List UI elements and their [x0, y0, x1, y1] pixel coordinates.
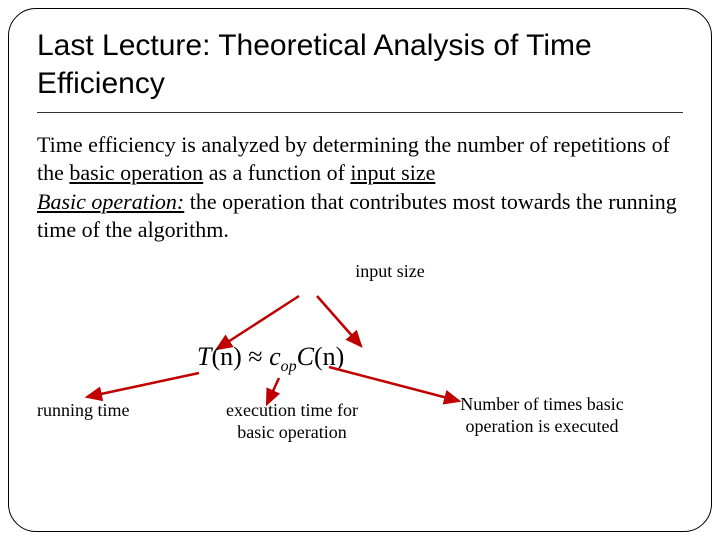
slide-title: Last Lecture: Theoretical Analysis of Ti… — [37, 27, 683, 112]
formula-c: c — [269, 342, 281, 371]
para2-basic-operation-label: Basic operation: — [37, 189, 184, 214]
formula-n2: (n) — [314, 342, 344, 371]
labels-row: running time execution time for basic op… — [37, 400, 683, 470]
formula-n1: (n) — [211, 342, 248, 371]
para1-part-c: as a function of — [203, 160, 350, 185]
formula-T: T — [197, 342, 211, 371]
label-execution-time: execution time for basic operation — [207, 400, 377, 443]
para1-basic-operation: basic operation — [69, 160, 203, 185]
paragraph-1: Time efficiency is analyzed by determini… — [37, 131, 683, 186]
label-running-time: running time — [37, 400, 157, 421]
slide-frame: Last Lecture: Theoretical Analysis of Ti… — [8, 8, 712, 532]
formula-op: op — [281, 358, 297, 375]
title-underline — [37, 112, 683, 113]
label-count: Number of times basic operation is execu… — [457, 394, 627, 437]
formula-C: C — [297, 342, 314, 371]
formula-approx: ≈ — [248, 342, 269, 371]
formula-row: T(n) ≈ copC(n) — [37, 342, 683, 382]
formula: T(n) ≈ copC(n) — [197, 342, 344, 376]
para1-input-size: input size — [350, 160, 435, 185]
input-size-label: input size — [97, 261, 683, 282]
paragraph-2: Basic operation: the operation that cont… — [37, 188, 683, 243]
